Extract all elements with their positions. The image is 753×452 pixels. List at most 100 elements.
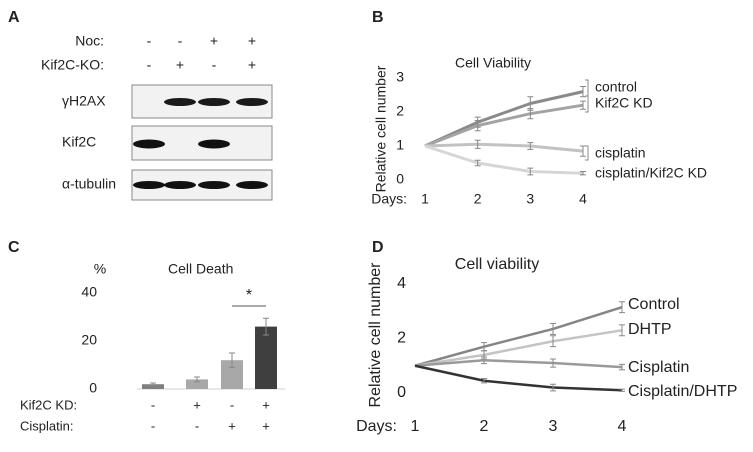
series-label: Control bbox=[628, 296, 680, 313]
series-label: control bbox=[595, 79, 637, 95]
chart-title: Cell Viability bbox=[455, 55, 531, 71]
error-bar bbox=[194, 376, 200, 383]
error-bar bbox=[550, 358, 556, 368]
error-bar bbox=[580, 100, 586, 110]
y-tick-label: 4 bbox=[397, 275, 406, 292]
series-line bbox=[414, 359, 623, 369]
error-bar bbox=[229, 352, 235, 368]
band bbox=[133, 139, 165, 149]
series-label: cisplatin/Kif2C KD bbox=[595, 165, 707, 181]
bar bbox=[186, 379, 208, 389]
condition-sign: - bbox=[230, 397, 234, 412]
error-bar bbox=[550, 323, 556, 335]
error-bar bbox=[263, 317, 269, 336]
band-label: Kif2C bbox=[62, 134, 96, 150]
chart-title: Cell viability bbox=[455, 256, 539, 273]
series-line bbox=[424, 103, 584, 148]
series-label: Kif2C KD bbox=[595, 95, 653, 111]
band bbox=[198, 98, 230, 106]
bar bbox=[221, 360, 243, 389]
condition-sign: + bbox=[228, 418, 236, 433]
series-line bbox=[414, 364, 623, 392]
condition-label: Cisplatin: bbox=[20, 418, 73, 433]
series-label: cisplatin bbox=[595, 145, 646, 161]
bar bbox=[255, 326, 277, 389]
error-bar bbox=[550, 335, 556, 348]
band bbox=[198, 139, 230, 149]
bracket bbox=[585, 145, 589, 161]
y-tick-label: 3 bbox=[396, 69, 404, 85]
error-bar bbox=[580, 86, 586, 98]
condition-sign: - bbox=[195, 418, 199, 433]
condition-sign: + bbox=[262, 418, 270, 433]
series-line bbox=[414, 305, 623, 367]
condition-label: Kif2C KD: bbox=[20, 397, 77, 412]
y-axis-label: Relative cell number bbox=[367, 262, 384, 408]
y-tick-label: 40 bbox=[81, 284, 97, 300]
error-bar bbox=[150, 382, 156, 386]
condition-sign: + bbox=[262, 397, 270, 412]
error-bar bbox=[481, 356, 487, 365]
condition-sign: - bbox=[147, 57, 152, 73]
band bbox=[133, 181, 165, 189]
condition-sign: - bbox=[178, 33, 183, 49]
error-bar bbox=[527, 108, 534, 120]
x-tick-label: 3 bbox=[549, 418, 558, 435]
series-label: DHTP bbox=[628, 321, 672, 338]
band bbox=[198, 181, 230, 189]
x-tick-label: 2 bbox=[474, 191, 482, 207]
error-bar bbox=[580, 171, 586, 176]
condition-label: Kif2C-KO: bbox=[41, 57, 104, 73]
error-bar bbox=[619, 363, 625, 371]
error-bar bbox=[619, 301, 625, 314]
band-label: γH2AX bbox=[62, 93, 106, 109]
condition-label: Noc: bbox=[75, 33, 104, 49]
series-line bbox=[424, 142, 584, 153]
band bbox=[164, 181, 196, 189]
band bbox=[164, 98, 196, 106]
series-line bbox=[424, 90, 584, 148]
error-bar bbox=[527, 167, 534, 176]
condition-sign: + bbox=[193, 397, 201, 412]
x-tick-label: 4 bbox=[618, 418, 627, 435]
series-line bbox=[424, 144, 584, 175]
error-bar bbox=[527, 142, 534, 150]
y-tick-label: 2 bbox=[396, 103, 404, 119]
y-tick-label: 1 bbox=[396, 137, 404, 153]
error-bar bbox=[474, 120, 481, 132]
chart-title: Cell Death bbox=[168, 261, 233, 277]
significance-mark: * bbox=[246, 287, 252, 304]
line-chart: Cell viability Relative cell number Days:0… bbox=[356, 256, 737, 435]
y-axis-label: Relative cell number bbox=[373, 65, 389, 192]
panel-letter: D bbox=[372, 239, 384, 256]
error-bar bbox=[474, 139, 481, 149]
y-tick-label: 0 bbox=[396, 171, 404, 187]
x-axis-label: Days: bbox=[371, 191, 407, 207]
condition-sign: + bbox=[176, 57, 184, 73]
error-bar bbox=[619, 388, 625, 392]
y-tick-label: 0 bbox=[397, 384, 406, 401]
panel-letter: B bbox=[372, 9, 384, 26]
x-tick-label: 2 bbox=[480, 418, 489, 435]
bar-chart: Cell Death% 0 20 40 Kif2C KD: - + - + Cisplatin: -… bbox=[20, 261, 285, 433]
error-bar bbox=[481, 378, 487, 384]
y-tick-label: 0 bbox=[89, 380, 97, 396]
x-tick-label: 1 bbox=[411, 418, 420, 435]
x-tick-label: 4 bbox=[579, 191, 587, 207]
error-bar bbox=[474, 159, 481, 167]
condition-sign: + bbox=[210, 33, 218, 49]
panel-letter: A bbox=[8, 9, 20, 26]
error-bar bbox=[619, 324, 625, 337]
band bbox=[236, 98, 268, 106]
x-axis-label: Days: bbox=[356, 418, 397, 435]
condition-sign: - bbox=[151, 397, 155, 412]
series-label: Cisplatin/DHTP bbox=[628, 383, 737, 400]
condition-sign: + bbox=[248, 57, 256, 73]
bracket bbox=[585, 79, 589, 97]
panel-letter: C bbox=[8, 239, 20, 256]
condition-sign: - bbox=[147, 33, 152, 49]
blot-images bbox=[131, 84, 273, 201]
bracket bbox=[585, 95, 589, 113]
